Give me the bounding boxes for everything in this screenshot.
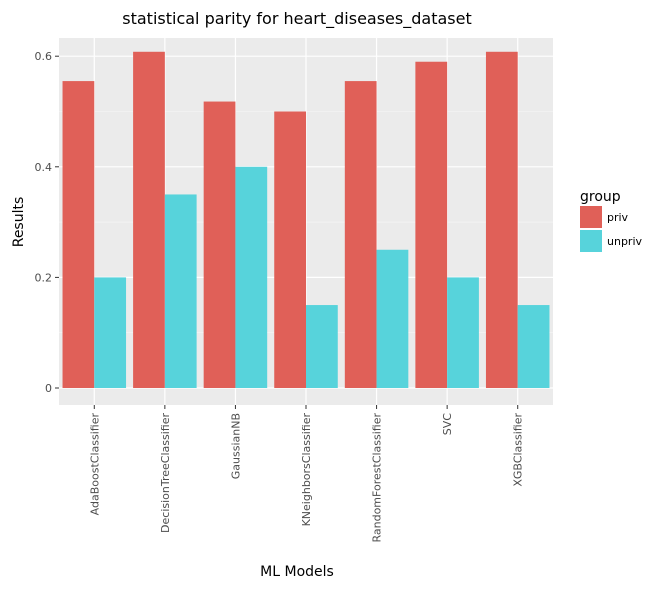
x-tick-label: DecisionTreeClassifier xyxy=(159,413,172,533)
x-tick-label: GaussianNB xyxy=(229,413,242,479)
x-axis: AdaBoostClassifier DecisionTreeClassifier… xyxy=(88,405,525,543)
x-axis-label: ML Models xyxy=(260,564,334,580)
legend-key-unpriv xyxy=(580,230,602,252)
x-tick-label: XGBClassifier xyxy=(512,413,525,487)
y-axis: 0 0.2 0.4 0.6 xyxy=(35,50,59,395)
legend: group priv unpriv xyxy=(580,189,643,252)
y-tick-label: 0 xyxy=(45,382,52,395)
bar-unpriv-AdaBoostClassifier xyxy=(94,277,127,388)
bar-unpriv-DecisionTreeClassifier xyxy=(164,194,197,388)
x-tick-label: RandomForestClassifier xyxy=(371,413,384,543)
legend-key-priv xyxy=(580,206,602,228)
legend-title: group xyxy=(580,189,621,205)
y-tick-label: 0.6 xyxy=(35,50,53,63)
bar-priv-XGBClassifier xyxy=(485,51,518,388)
y-tick-label: 0.4 xyxy=(35,161,53,174)
bar-priv-DecisionTreeClassifier xyxy=(133,51,165,388)
y-tick-label: 0.2 xyxy=(35,271,53,284)
bar-priv-GaussianNB xyxy=(203,101,236,389)
bars-group xyxy=(62,51,550,389)
bar-unpriv-SVC xyxy=(447,277,479,388)
bar-priv-RandomForestClassifier xyxy=(344,81,377,389)
bar-unpriv-GaussianNB xyxy=(235,166,268,388)
legend-label-priv: priv xyxy=(607,211,629,224)
bar-priv-AdaBoostClassifier xyxy=(62,81,95,389)
bar-priv-KNeighborsClassifier xyxy=(274,111,306,388)
bar-unpriv-KNeighborsClassifier xyxy=(306,305,338,388)
x-tick-label: KNeighborsClassifier xyxy=(300,413,313,527)
legend-label-unpriv: unpriv xyxy=(607,235,643,248)
x-tick-label: AdaBoostClassifier xyxy=(88,413,101,516)
x-tick-label: SVC xyxy=(441,413,454,436)
y-axis-label: Results xyxy=(11,197,27,248)
bar-priv-SVC xyxy=(415,61,448,388)
chart-title: statistical parity for heart_diseases_da… xyxy=(122,9,471,29)
bar-unpriv-RandomForestClassifier xyxy=(376,249,409,388)
bar-unpriv-XGBClassifier xyxy=(517,305,550,388)
